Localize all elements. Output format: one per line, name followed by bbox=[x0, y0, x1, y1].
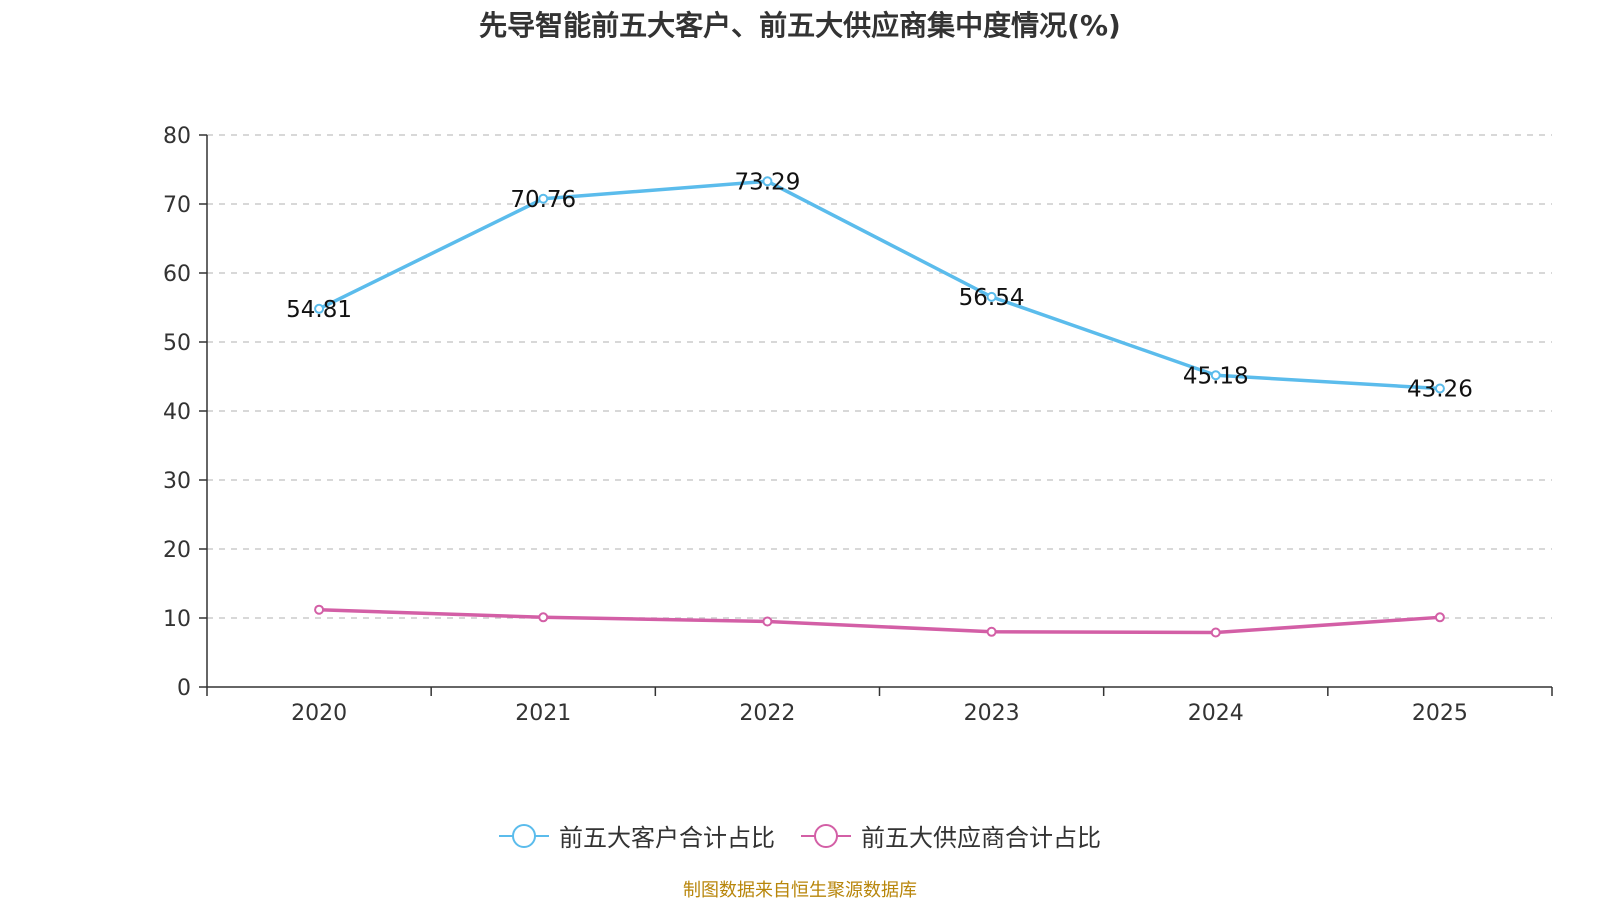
data-label: 56.54 bbox=[959, 285, 1025, 311]
data-point-customers bbox=[1434, 383, 1445, 394]
legend-label-customers: 前五大客户合计占比 bbox=[559, 824, 775, 852]
y-tick-label: 80 bbox=[163, 124, 191, 149]
series-lines bbox=[318, 179, 1441, 635]
x-tick-label: 2023 bbox=[964, 701, 1020, 726]
grid-lines bbox=[207, 134, 1552, 619]
data-point-suppliers bbox=[1434, 612, 1445, 623]
legend-item-suppliers[interactable]: 前五大供应商合计占比 bbox=[801, 818, 1101, 853]
data-label: 54.81 bbox=[286, 297, 352, 323]
data-point-suppliers bbox=[538, 612, 549, 623]
x-tick-label: 2020 bbox=[291, 701, 347, 726]
x-tick-label: 2022 bbox=[739, 701, 795, 726]
data-point-suppliers bbox=[986, 626, 997, 637]
data-point-customers bbox=[1210, 370, 1221, 381]
y-tick-label: 50 bbox=[163, 331, 191, 356]
y-tick-label: 30 bbox=[163, 469, 191, 494]
series-line-suppliers bbox=[319, 607, 1441, 635]
y-tick-label: 70 bbox=[163, 193, 191, 218]
data-point-customers bbox=[538, 193, 549, 204]
data-point-customers bbox=[762, 176, 773, 187]
legend-swatch-customers bbox=[499, 823, 549, 848]
y-tick-label: 10 bbox=[163, 607, 191, 632]
legend-label-suppliers: 前五大供应商合计占比 bbox=[861, 824, 1101, 852]
y-tick-label: 0 bbox=[177, 676, 191, 701]
legend-swatch-suppliers bbox=[801, 823, 851, 848]
data-source-note: 制图数据来自恒生聚源数据库 bbox=[683, 880, 917, 901]
chart-title: 先导智能前五大客户、前五大供应商集中度情况(%) bbox=[479, 9, 1121, 42]
y-tick-label: 20 bbox=[163, 538, 191, 563]
y-tick-label: 60 bbox=[163, 262, 191, 287]
data-point-suppliers bbox=[762, 616, 773, 627]
data-point-suppliers bbox=[314, 604, 325, 615]
data-label: 45.18 bbox=[1183, 363, 1249, 389]
x-tick-label: 2021 bbox=[515, 701, 571, 726]
data-point-suppliers bbox=[1210, 627, 1221, 638]
x-tick-label: 2024 bbox=[1188, 701, 1244, 726]
x-tick-label: 2025 bbox=[1412, 701, 1468, 726]
series-points bbox=[314, 176, 1445, 638]
legend-item-customers[interactable]: 前五大客户合计占比 bbox=[499, 818, 775, 853]
y-tick-label: 40 bbox=[163, 400, 191, 425]
data-point-customers bbox=[314, 303, 325, 314]
data-label: 70.76 bbox=[510, 187, 576, 213]
x-axis-ticks: 2020 2021 2022 2023 2024 2025 bbox=[206, 687, 1553, 726]
data-point-customers bbox=[986, 291, 997, 302]
y-axis-ticks: 0 10 20 30 40 50 60 70 80 bbox=[163, 124, 207, 701]
data-label: 73.29 bbox=[734, 169, 800, 195]
series-line-customers bbox=[318, 179, 1441, 391]
data-labels: 54.81 70.76 73.29 56.54 45.18 43.26 bbox=[286, 169, 1473, 402]
data-label: 43.26 bbox=[1407, 377, 1473, 403]
legend: 前五大客户合计占比 前五大供应商合计占比 bbox=[0, 818, 1600, 853]
